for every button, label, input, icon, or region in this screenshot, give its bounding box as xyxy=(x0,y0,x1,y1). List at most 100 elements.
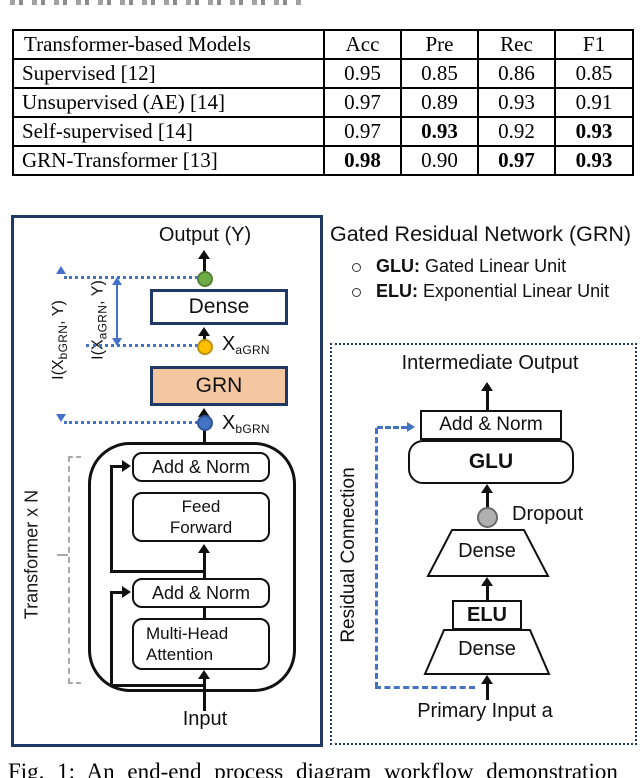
mha-line1: Multi-Head xyxy=(146,624,229,643)
metrics-table: Transformer-based Models Acc Pre Rec F1 … xyxy=(12,29,634,176)
mi-inner-label: I(XaGRN, Y) xyxy=(90,268,110,373)
grn-box: GRN xyxy=(150,366,288,406)
skip-line-mha-top xyxy=(110,591,123,594)
mi-arrowhead-up xyxy=(56,266,66,274)
arrow-line xyxy=(486,684,489,700)
arrow-line xyxy=(203,259,206,273)
skip-branch-line xyxy=(110,570,205,573)
metric-cell: 0.92 xyxy=(477,116,556,147)
metric-cell: 0.97 xyxy=(323,87,402,118)
metric-cell: 0.93 xyxy=(554,145,634,176)
grn-box-label: GRN xyxy=(195,374,243,397)
metric-cell: 0.86 xyxy=(477,58,556,89)
legend-desc: Gated Linear Unit xyxy=(425,256,567,276)
table-row: Unsupervised (AE) [14] 0.97 0.89 0.93 0.… xyxy=(12,87,634,118)
model-name: Unsupervised (AE) [14] xyxy=(12,87,325,118)
x-agrn-base: X xyxy=(222,333,236,355)
bracket-hook-bottom xyxy=(68,682,81,684)
add-norm-bottom-label: Add & Norm xyxy=(151,582,251,603)
metric-cell: 0.97 xyxy=(323,116,402,147)
add-norm-top-label: Add & Norm xyxy=(151,456,251,477)
dense-box-label: Dense xyxy=(188,295,250,318)
transformer-xn-label: Transformer x N xyxy=(21,489,42,620)
x-bgrn-base: X xyxy=(222,412,236,434)
col-header-models: Transformer-based Models xyxy=(12,29,325,60)
mi-outer-suffix: , Y) xyxy=(50,300,67,325)
mi-dotted-line-mid xyxy=(86,344,198,347)
dense-trapezoid-bottom xyxy=(423,629,551,675)
arrowhead-up xyxy=(481,382,493,391)
legend-item-glu: GLU: Gated Linear Unit xyxy=(376,256,566,277)
arrowhead-up xyxy=(481,675,493,684)
before-grn-node xyxy=(197,415,213,431)
feed-forward-box: Feed Forward xyxy=(132,492,270,542)
after-grn-node xyxy=(197,339,213,355)
bracket-hook-top xyxy=(68,456,81,458)
model-name: Supervised [12] xyxy=(12,58,325,89)
add-norm-top-box: Add & Norm xyxy=(132,452,270,482)
residual-arrowhead xyxy=(407,422,415,432)
col-header-acc: Acc xyxy=(323,29,402,60)
legend-desc: Exponential Linear Unit xyxy=(423,281,610,301)
table-header-row: Transformer-based Models Acc Pre Rec F1 xyxy=(12,29,634,60)
mi-measure-arrow-up xyxy=(112,277,122,285)
multi-head-attention-box: Multi-Head Attention xyxy=(132,618,270,670)
mi-outer-prefix: I(X xyxy=(50,359,67,380)
arrowhead-up xyxy=(198,544,210,553)
elu-box: ELU xyxy=(452,600,522,630)
arrowhead-up xyxy=(481,577,493,586)
primary-input-label: Primary Input a xyxy=(417,700,553,722)
mi-measure-arrow-down xyxy=(112,338,122,346)
x-bgrn-label: XbGRN xyxy=(222,412,270,436)
clipped-text-line xyxy=(10,0,302,5)
mi-dotted-line-bottom xyxy=(64,421,198,424)
arrow-line xyxy=(486,493,489,507)
metric-cell: 0.97 xyxy=(477,145,556,176)
output-label: Output (Y) xyxy=(158,224,252,246)
metric-cell: 0.98 xyxy=(323,145,402,176)
col-header-pre: Pre xyxy=(400,29,479,60)
skip-arrowhead xyxy=(122,460,131,472)
table-row: GRN-Transformer [13] 0.98 0.90 0.97 0.93 xyxy=(12,145,634,176)
figure-caption: Fig. 1: An end-end process diagram workf… xyxy=(8,759,618,778)
mi-dotted-line-top xyxy=(64,276,198,279)
glu-box: GLU xyxy=(408,440,574,484)
grn-add-norm-label: Add & Norm xyxy=(439,414,543,435)
bracket-dashed xyxy=(68,456,70,684)
mi-inner-sub: aGRN xyxy=(95,304,110,340)
input-label: Input xyxy=(182,708,228,730)
mha-line2: Attention xyxy=(146,645,214,664)
skip-line-mha xyxy=(110,591,113,686)
model-name: Self-supervised [14] xyxy=(12,116,325,147)
grn-add-norm-box: Add & Norm xyxy=(420,410,562,440)
model-name: GRN-Transformer [13] xyxy=(12,145,325,176)
arrowhead-up xyxy=(481,484,493,493)
transformer-workflow-panel xyxy=(11,215,323,747)
metric-cell: 0.89 xyxy=(400,87,479,118)
main-line xyxy=(203,608,206,618)
arrowhead-up xyxy=(198,250,210,259)
dense-trapezoid-top xyxy=(426,529,550,577)
col-header-rec: Rec xyxy=(477,29,556,60)
legend-term: GLU: xyxy=(376,256,420,276)
residual-dashed-top xyxy=(377,426,407,429)
x-bgrn-sub: bGRN xyxy=(235,422,270,436)
metric-cell: 0.91 xyxy=(554,87,634,118)
dense-bottom-label: Dense xyxy=(458,638,516,660)
bullet-icon xyxy=(352,288,361,297)
x-agrn-sub: aGRN xyxy=(235,343,270,357)
residual-dashed-bottom xyxy=(375,686,475,689)
mi-outer-label: I(XbGRN, Y) xyxy=(50,285,70,395)
after-dense-node xyxy=(197,271,213,287)
table-row: Supervised [12] 0.95 0.85 0.86 0.85 xyxy=(12,58,634,89)
skip-line-ff xyxy=(110,465,113,573)
arrow-line xyxy=(486,586,489,600)
bullet-icon xyxy=(352,263,361,272)
input-line xyxy=(203,679,206,711)
dense-top-label: Dense xyxy=(458,540,516,562)
mi-arrowhead-down xyxy=(56,414,66,422)
mi-measure-line xyxy=(116,284,118,339)
bracket-notch xyxy=(57,554,68,556)
arrowhead-up xyxy=(198,327,210,336)
